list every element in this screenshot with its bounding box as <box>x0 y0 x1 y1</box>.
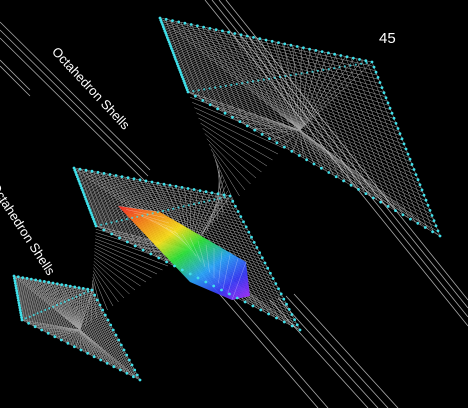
dot-outline <box>72 166 302 332</box>
dot-outline <box>158 16 442 238</box>
mesh-shell <box>159 17 441 237</box>
mesh-shell <box>13 275 141 381</box>
dot-outlines <box>12 16 442 382</box>
rainbow-octahedron-shell <box>117 205 250 301</box>
figure-number: 45 <box>379 30 396 47</box>
dot-outline <box>12 274 142 382</box>
